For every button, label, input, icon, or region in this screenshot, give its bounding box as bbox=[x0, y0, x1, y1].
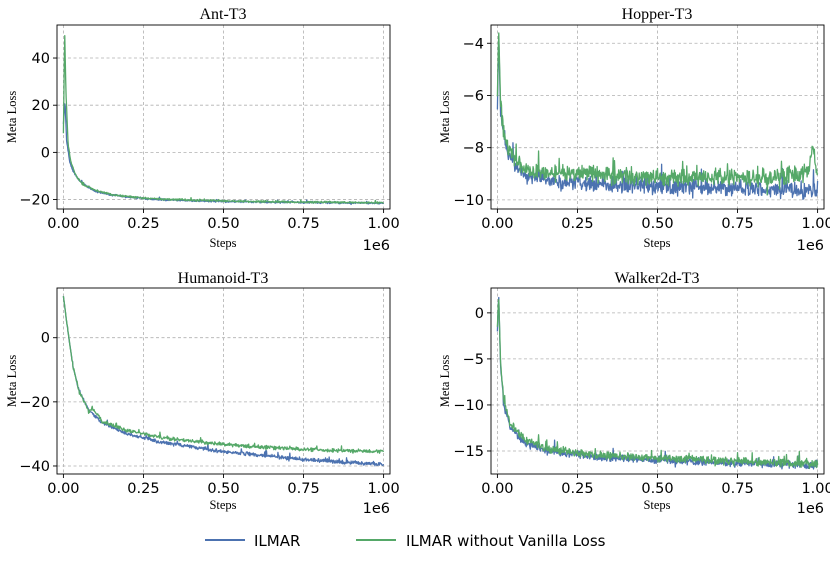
x-tick-label: 1.00 bbox=[801, 216, 830, 232]
x-tick-label: 1.00 bbox=[367, 216, 399, 232]
y-tick-label: −20 bbox=[19, 193, 50, 209]
x-axis-label: Steps bbox=[643, 498, 670, 512]
x-tick-label: 0.25 bbox=[127, 216, 159, 232]
y-tick-label: −8 bbox=[463, 141, 484, 157]
x-tick-label: 1.00 bbox=[801, 481, 830, 497]
y-tick-label: −10 bbox=[453, 193, 484, 209]
x-tick-label: 0.00 bbox=[47, 481, 79, 497]
x-axis-label: Steps bbox=[643, 236, 670, 250]
x-tick-label: 0.50 bbox=[641, 216, 673, 232]
panel-walker2d-t3: Walker2d-T3 Steps Meta Loss 1e6 0.00 0.25… bbox=[438, 270, 830, 517]
x-tick-label: 0.75 bbox=[287, 481, 319, 497]
y-tick-label: 0 bbox=[41, 145, 50, 161]
x-tick-label: 0.50 bbox=[641, 481, 673, 497]
x-tick-label: 0.25 bbox=[561, 481, 593, 497]
panel-title: Walker2d-T3 bbox=[615, 270, 700, 287]
y-axis-label: Meta Loss bbox=[5, 91, 19, 144]
x-axis-label: Steps bbox=[209, 498, 236, 512]
y-axis-label: Meta Loss bbox=[5, 355, 19, 408]
x-tick-label: 0.00 bbox=[47, 216, 79, 232]
x-tick-label: 0.50 bbox=[207, 216, 239, 232]
x-tick-label: 0.75 bbox=[721, 481, 753, 497]
x-axis-label: Steps bbox=[209, 236, 236, 250]
panel-ant-t3: Ant-T3 Steps Meta Loss 1e6 0.00 0.25 0.50 0… bbox=[5, 6, 400, 254]
series-line-ilmar-without-vanilla-loss bbox=[62, 35, 384, 205]
panel-hopper-t3: Hopper-T3 Steps Meta Loss 1e6 0.00 0.25 0.… bbox=[438, 6, 830, 254]
y-tick-label: −20 bbox=[19, 395, 50, 411]
x-tick-label: 0.25 bbox=[561, 216, 593, 232]
x-tick-label: 0.00 bbox=[481, 216, 513, 232]
y-tick-label: −4 bbox=[463, 36, 484, 52]
panel-title: Ant-T3 bbox=[199, 6, 246, 23]
legend: ILMAR ILMAR without Vanilla Loss bbox=[205, 532, 606, 550]
panel-humanoid-t3: Humanoid-T3 Steps Meta Loss 1e6 0.00 0.25… bbox=[5, 270, 400, 517]
series-line-ilmar bbox=[496, 38, 819, 201]
x-tick-label: 0.75 bbox=[721, 216, 753, 232]
panel-title: Humanoid-T3 bbox=[178, 270, 269, 287]
y-tick-label: −40 bbox=[19, 459, 50, 475]
series-line-ilmar-without-vanilla-loss bbox=[496, 299, 819, 470]
series-line-ilmar bbox=[62, 296, 385, 467]
y-tick-label: −10 bbox=[453, 398, 484, 414]
x-tick-label: 1.00 bbox=[367, 481, 399, 497]
y-tick-label: 40 bbox=[32, 51, 50, 67]
legend-label-ilmar: ILMAR bbox=[254, 532, 300, 550]
x-tick-label: 0.00 bbox=[481, 481, 513, 497]
y-tick-label: −5 bbox=[463, 352, 484, 368]
y-tick-label: 0 bbox=[41, 331, 50, 347]
x-tick-label: 0.50 bbox=[207, 481, 239, 497]
x-offset-label: 1e6 bbox=[363, 501, 390, 517]
x-offset-label: 1e6 bbox=[797, 238, 824, 254]
y-axis-label: Meta Loss bbox=[438, 355, 452, 408]
y-tick-label: −6 bbox=[463, 88, 484, 104]
x-offset-label: 1e6 bbox=[363, 238, 390, 254]
y-tick-label: −15 bbox=[453, 444, 484, 460]
series-line-ilmar-without-vanilla-loss bbox=[62, 296, 385, 454]
legend-label-ilmar-without-vanilla: ILMAR without Vanilla Loss bbox=[406, 532, 606, 550]
y-axis-label: Meta Loss bbox=[438, 91, 452, 144]
y-tick-label: 20 bbox=[32, 98, 50, 114]
x-tick-label: 0.75 bbox=[287, 216, 319, 232]
x-offset-label: 1e6 bbox=[797, 501, 824, 517]
series-line-ilmar-without-vanilla-loss bbox=[496, 32, 819, 196]
x-tick-label: 0.25 bbox=[127, 481, 159, 497]
panel-title: Hopper-T3 bbox=[622, 6, 693, 23]
y-tick-label: 0 bbox=[475, 306, 484, 322]
